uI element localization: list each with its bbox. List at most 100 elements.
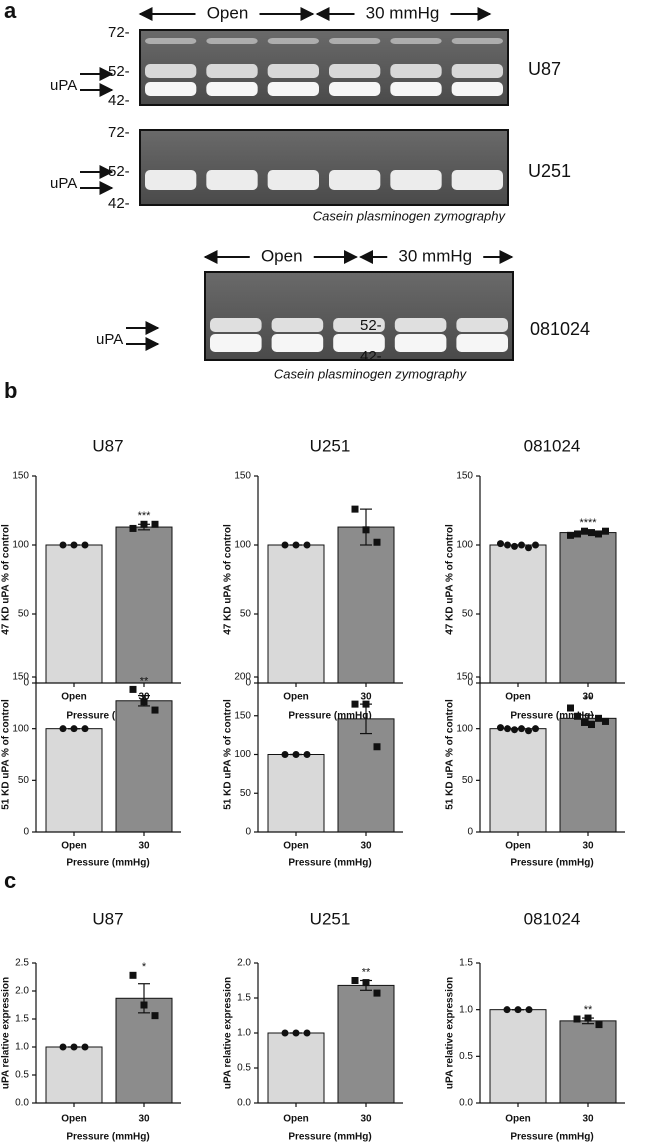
gel-name: U87 bbox=[528, 59, 561, 79]
data-point bbox=[362, 979, 370, 987]
data-point bbox=[281, 1029, 289, 1037]
gel-band bbox=[456, 318, 508, 332]
x-tick-label: Open bbox=[283, 841, 309, 852]
data-point bbox=[59, 541, 67, 549]
gel-band bbox=[390, 82, 442, 96]
data-point bbox=[151, 706, 159, 714]
data-point bbox=[588, 721, 595, 729]
y-axis-label: 51 KD uPA % of control bbox=[223, 699, 234, 810]
gel-band bbox=[267, 38, 319, 44]
caption: Casein plasminogen zymography bbox=[313, 208, 507, 223]
x-tick-label: Open bbox=[283, 692, 309, 703]
bar bbox=[267, 1032, 325, 1104]
gel-band bbox=[451, 38, 503, 44]
data-point bbox=[532, 725, 539, 733]
x-tick-label: 30 bbox=[582, 1114, 594, 1125]
data-point bbox=[81, 1043, 89, 1051]
y-tick-label: 0 bbox=[23, 827, 29, 838]
data-point bbox=[373, 743, 381, 751]
gel-name: 081024 bbox=[530, 319, 590, 339]
y-axis-label: 47 KD uPA % of control bbox=[223, 524, 234, 635]
data-point bbox=[59, 1043, 67, 1051]
y-tick-label: 0 bbox=[467, 678, 473, 689]
data-point bbox=[373, 989, 381, 997]
x-tick-label: 30 bbox=[360, 841, 372, 852]
bar bbox=[559, 532, 617, 684]
marker-label: 42- bbox=[360, 348, 382, 365]
gel-band bbox=[451, 64, 503, 78]
data-point bbox=[574, 712, 581, 720]
gel-band bbox=[145, 38, 197, 44]
data-point bbox=[140, 698, 148, 706]
data-point bbox=[525, 727, 532, 735]
data-point bbox=[70, 1043, 78, 1051]
data-point bbox=[518, 725, 525, 733]
y-tick-label: 2.0 bbox=[237, 958, 251, 969]
y-tick-label: 100 bbox=[456, 723, 473, 734]
y-tick-label: 1.0 bbox=[237, 1028, 251, 1039]
bar bbox=[115, 997, 173, 1104]
data-point bbox=[140, 1001, 148, 1009]
x-tick-label: 30 bbox=[582, 841, 594, 852]
y-tick-label: 0.0 bbox=[237, 1098, 251, 1109]
marker-label: 72- bbox=[108, 24, 130, 41]
x-axis-label: Pressure (mmHg) bbox=[66, 1132, 149, 1143]
y-tick-label: 100 bbox=[234, 749, 251, 760]
condition-label: Open bbox=[261, 246, 303, 265]
y-tick-label: 1.0 bbox=[459, 1004, 473, 1015]
data-point bbox=[567, 531, 574, 539]
y-tick-label: 0.0 bbox=[15, 1098, 29, 1109]
x-axis-label: Pressure (mmHg) bbox=[66, 711, 149, 722]
significance: * bbox=[142, 961, 147, 973]
y-tick-label: 150 bbox=[12, 471, 29, 482]
bar bbox=[267, 544, 325, 684]
gel bbox=[139, 29, 509, 106]
gel-band bbox=[329, 38, 381, 44]
x-tick-label: 30 bbox=[138, 841, 150, 852]
x-tick-label: Open bbox=[61, 1114, 87, 1125]
gel-band bbox=[267, 64, 319, 78]
gel-band bbox=[145, 82, 197, 96]
bar bbox=[267, 754, 325, 833]
gel-band bbox=[333, 318, 385, 332]
x-tick-label: Open bbox=[505, 692, 531, 703]
data-point bbox=[81, 725, 89, 733]
y-tick-label: 50 bbox=[240, 609, 252, 620]
caption: Casein plasminogen zymography bbox=[274, 366, 468, 381]
data-point bbox=[59, 725, 67, 733]
bar bbox=[489, 544, 547, 684]
gel-band bbox=[390, 170, 442, 190]
y-tick-label: 0 bbox=[23, 678, 29, 689]
gel-band bbox=[206, 38, 258, 44]
x-axis-label: Pressure (mmHg) bbox=[510, 1132, 593, 1143]
marker-label: 42- bbox=[108, 195, 130, 212]
bar bbox=[115, 700, 173, 833]
y-tick-label: 100 bbox=[456, 540, 473, 551]
marker-label: 42- bbox=[108, 92, 130, 109]
data-point bbox=[518, 541, 525, 549]
y-tick-label: 150 bbox=[12, 672, 29, 683]
gel-band bbox=[451, 170, 503, 190]
data-point bbox=[511, 542, 518, 550]
x-tick-label: Open bbox=[61, 841, 87, 852]
panel-label: b bbox=[4, 378, 17, 403]
gel-band bbox=[329, 170, 381, 190]
data-point bbox=[581, 527, 588, 535]
y-tick-label: 1.5 bbox=[237, 993, 251, 1004]
y-tick-label: 200 bbox=[234, 672, 251, 683]
y-axis-label: uPA relative expression bbox=[445, 977, 456, 1089]
y-tick-label: 0 bbox=[245, 678, 251, 689]
y-tick-label: 0.5 bbox=[15, 1070, 29, 1081]
data-point bbox=[588, 529, 595, 537]
x-tick-label: 30 bbox=[582, 692, 594, 703]
y-tick-label: 50 bbox=[462, 775, 474, 786]
data-point bbox=[362, 700, 370, 708]
bar bbox=[337, 526, 395, 684]
data-point bbox=[70, 541, 78, 549]
data-point bbox=[532, 541, 539, 549]
data-point bbox=[151, 1012, 159, 1020]
y-tick-label: 0.5 bbox=[237, 1063, 251, 1074]
data-point bbox=[129, 971, 137, 979]
x-axis-label: Pressure (mmHg) bbox=[288, 858, 371, 869]
